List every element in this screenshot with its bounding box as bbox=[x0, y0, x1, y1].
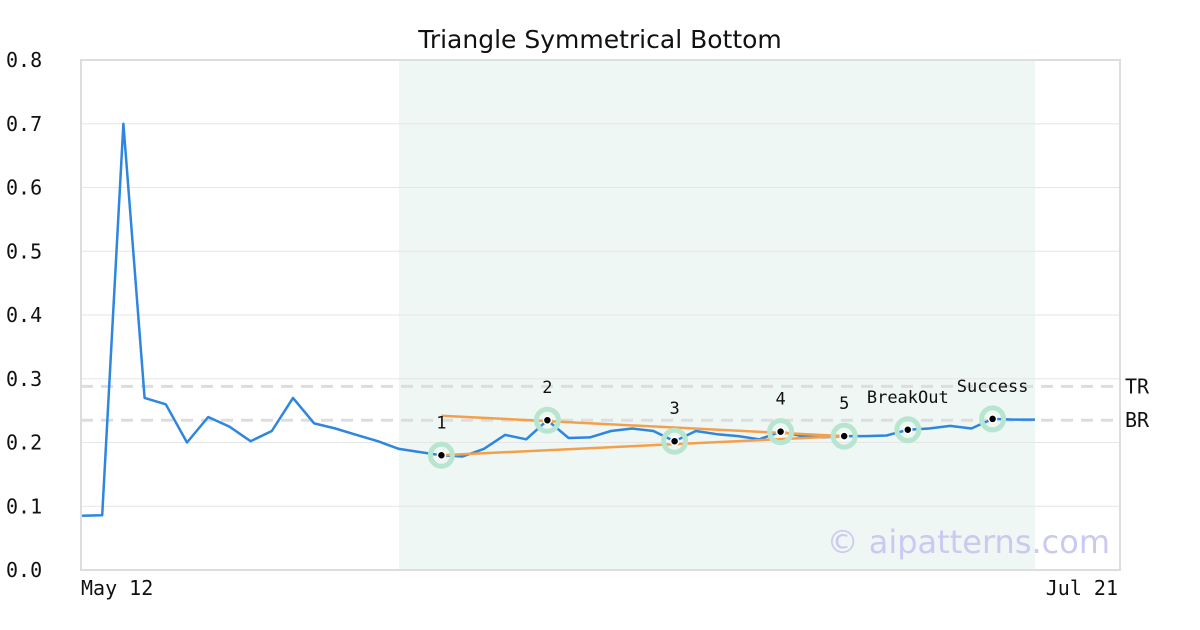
pattern-point-label: 1 bbox=[436, 413, 446, 433]
y-tick-label: 0.4 bbox=[6, 303, 42, 327]
x-tick-label: Jul 21 bbox=[1046, 576, 1118, 600]
pattern-point-marker bbox=[436, 450, 447, 460]
pattern-point-label: Success bbox=[957, 377, 1029, 397]
pattern-point-halo bbox=[894, 416, 922, 444]
pattern-point-marker bbox=[669, 436, 680, 446]
y-tick-label: 0.7 bbox=[6, 112, 42, 136]
pattern-point-marker bbox=[903, 425, 913, 435]
pattern-point-halo bbox=[533, 406, 561, 434]
pattern-point-label: 5 bbox=[839, 394, 849, 414]
pattern-point-halo bbox=[830, 422, 858, 450]
y-tick-label: 0.3 bbox=[6, 367, 42, 391]
chart-title: Triangle Symmetrical Bottom bbox=[417, 25, 782, 54]
pattern-point-marker bbox=[839, 431, 849, 441]
reference-label-br: BR bbox=[1125, 408, 1150, 432]
plot-frame bbox=[80, 59, 1121, 571]
pattern-point-halo bbox=[661, 427, 689, 455]
pattern-point-label: BreakOut bbox=[867, 388, 949, 408]
y-tick-label: 0.2 bbox=[6, 431, 42, 455]
pattern-point-halo bbox=[979, 405, 1007, 433]
pattern-point-marker bbox=[987, 414, 998, 424]
trend-line-lower bbox=[441, 434, 845, 457]
y-tick-label: 0.0 bbox=[6, 558, 42, 582]
pattern-point-label: 3 bbox=[669, 399, 679, 419]
pattern-point-label: 2 bbox=[542, 378, 552, 398]
x-tick-label: May 12 bbox=[81, 576, 153, 600]
watermark: © aipatterns.com bbox=[827, 523, 1110, 561]
pattern-point-label: 4 bbox=[775, 390, 785, 410]
pattern-point-halo bbox=[427, 441, 455, 469]
y-tick-label: 0.6 bbox=[6, 176, 42, 200]
pattern-point-marker bbox=[542, 415, 553, 425]
y-tick-label: 0.8 bbox=[6, 48, 42, 72]
price-series-line bbox=[80, 122, 1035, 518]
pattern-point-halo bbox=[767, 418, 795, 446]
y-tick-label: 0.1 bbox=[6, 494, 42, 518]
y-tick-label: 0.5 bbox=[6, 239, 42, 263]
reference-label-tr: TR bbox=[1125, 374, 1150, 398]
pattern-point-marker bbox=[775, 426, 786, 437]
